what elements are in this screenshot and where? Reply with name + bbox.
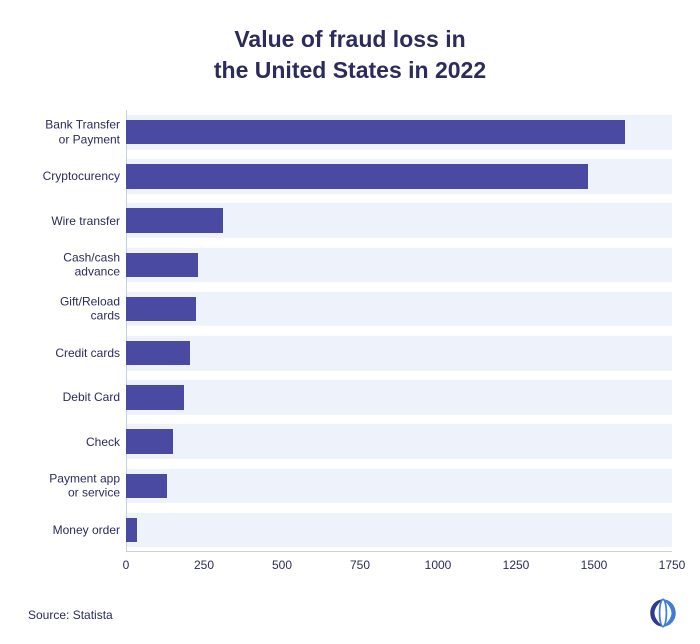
- x-axis-tick: 1000: [425, 558, 452, 572]
- y-axis-label: Bank Transferor Payment: [28, 118, 120, 147]
- row-stripe: [126, 469, 672, 503]
- y-axis-label: Credit cards: [28, 346, 120, 360]
- y-axis-label: Payment appor service: [28, 471, 120, 500]
- bar: [126, 120, 625, 144]
- x-axis-tick: 1750: [659, 558, 686, 572]
- x-axis-tick: 0: [123, 558, 130, 572]
- x-axis-tick: 1500: [581, 558, 608, 572]
- bar: [126, 164, 588, 188]
- chart-title: Value of fraud loss in the United States…: [28, 24, 672, 86]
- row-stripe: [126, 292, 672, 326]
- bar: [126, 474, 167, 498]
- bar: [126, 297, 196, 321]
- x-axis-tick: 250: [194, 558, 214, 572]
- x-axis: 02505007501000125015001750: [126, 552, 672, 580]
- bar: [126, 385, 184, 409]
- bar: [126, 253, 198, 277]
- chart-title-line1: Value of fraud loss in: [28, 24, 672, 55]
- globe-logo-icon: [646, 596, 680, 630]
- source-attribution: Source: Statista: [28, 608, 113, 622]
- row-stripe: [126, 380, 672, 414]
- x-axis-tick: 1250: [503, 558, 530, 572]
- x-axis-tick: 750: [350, 558, 370, 572]
- bar: [126, 518, 137, 542]
- chart-title-line2: the United States in 2022: [28, 55, 672, 86]
- row-stripe: [126, 513, 672, 547]
- plot-area: [126, 110, 672, 552]
- y-axis-label: Gift/Reloadcards: [28, 295, 120, 324]
- y-axis-label: Wire transfer: [28, 213, 120, 227]
- row-stripe: [126, 336, 672, 370]
- y-axis-label: Cash/cashadvance: [28, 250, 120, 279]
- y-axis-labels: Bank Transferor Payment Cryptocurency Wire…: [28, 110, 120, 552]
- row-stripe: [126, 424, 672, 458]
- x-axis-tick: 500: [272, 558, 292, 572]
- row-stripe: [126, 248, 672, 282]
- chart-area: Bank Transferor Payment Cryptocurency Wire…: [28, 110, 672, 580]
- y-axis-label: Cryptocurency: [28, 169, 120, 183]
- bar: [126, 341, 190, 365]
- y-axis-label: Money order: [28, 523, 120, 537]
- bar: [126, 208, 223, 232]
- y-axis-label: Debit Card: [28, 390, 120, 404]
- bar: [126, 429, 173, 453]
- y-axis-label: Check: [28, 434, 120, 448]
